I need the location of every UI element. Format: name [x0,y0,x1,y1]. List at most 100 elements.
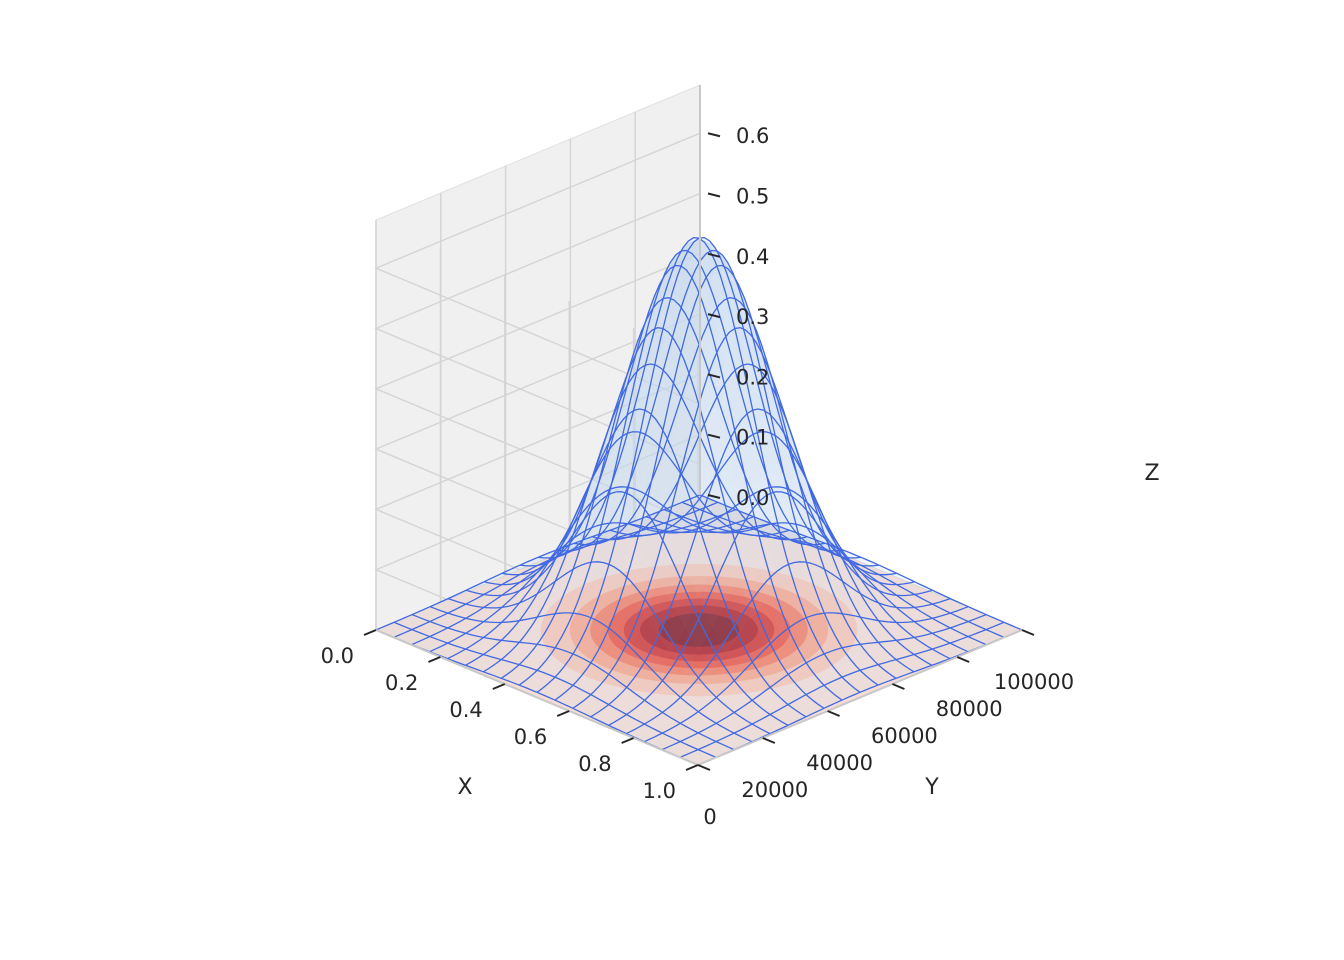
surface-face [605,416,632,473]
surface-face [605,461,632,501]
surface-face [429,622,457,634]
surface-face [563,694,591,711]
wireframe-line-y [555,249,879,686]
surface-face [523,591,551,620]
surface-face [752,648,780,682]
wireframe-line-y [627,486,951,660]
wireframe-line-y [609,431,933,666]
surface-face [711,689,739,713]
surface-face [645,314,673,367]
z-tick [707,433,721,439]
surface-face [659,506,687,517]
surface-face [456,630,484,643]
z-tick-label: 0.4 [736,245,769,269]
surface-face [712,362,740,449]
surface-face [900,610,928,622]
surface-face [577,576,605,618]
surface-face [644,579,672,637]
contour-band [658,613,740,647]
z-tick-label: 0.0 [736,486,769,510]
surface-face [712,317,740,382]
surface-face [698,255,726,310]
surface-face [726,314,753,367]
surface-face [711,728,739,742]
surface-face [847,557,875,564]
wireframe-line-y [591,363,915,673]
surface-face [672,255,699,310]
surface-face [617,600,645,649]
surface-face [860,636,888,655]
surface-face [739,410,767,485]
surface-face [792,576,820,618]
surface-face [470,610,498,622]
surface-face [510,636,538,655]
surface-face [658,533,686,605]
surface-face [752,705,780,723]
wireframe-line-y [465,491,789,726]
surface-face [632,505,660,528]
surface-face [819,666,847,688]
x-tick [556,710,570,717]
surface-face [456,642,484,655]
surface-face [618,461,646,500]
surface-face [941,633,969,646]
surface-face [577,617,605,653]
surface-face [792,700,820,717]
surface-face [765,671,793,697]
surface-face [752,681,780,706]
surface-face [941,622,969,634]
surface-face [766,461,794,501]
surface-face [591,463,619,509]
y-axis-line [697,629,1023,766]
surface-face [604,635,632,672]
surface-face [604,671,632,697]
surface-face [577,680,605,701]
surface-face [469,658,497,672]
surface-face [658,604,686,655]
x-tick-label: 0.6 [514,725,547,749]
wireframe-line-y [681,501,1005,638]
surface-face [819,641,847,667]
surface-face [698,566,726,630]
surface-face [578,500,606,535]
surface-face [402,623,430,636]
surface-face [484,575,511,585]
surface-face [577,482,605,546]
surface-face [806,613,834,647]
surface-face [766,416,794,473]
surface-face [753,461,781,500]
surface-face [793,500,821,535]
surface-face [874,569,902,578]
surface-face [792,680,820,701]
tick-labels: 0.0 0.2 0.4 0.6 0.8 1.0 0 20000 40000 60000 80000 1… [321,124,1074,829]
surface-face [819,578,847,615]
surface-face [604,411,632,483]
surface-face [470,621,498,634]
z-tick-label: 0.1 [736,426,769,450]
surface-face [671,735,699,748]
surface-face [618,410,645,474]
grid-line-z [374,253,701,525]
surface-face [564,613,591,647]
surface-face [806,673,834,694]
z-tick [707,494,721,499]
surface-face [846,614,874,638]
surface-face [726,477,754,513]
surface-face [658,655,685,690]
surface-face [443,615,471,627]
surface-face [564,576,592,614]
surface-face [658,362,686,449]
surface-face [672,511,700,522]
surface-face [753,521,781,531]
surface-face [954,617,982,629]
surface-face [685,652,712,689]
surface-face [712,604,739,655]
surface-face [806,576,834,614]
surface-face [631,713,658,729]
x-tick-label: 1.0 [643,779,676,803]
y-tick-label: 40000 [806,751,873,775]
z-tick-label: 0.6 [736,124,769,148]
surface-face [699,500,727,512]
surface-face [887,609,915,623]
